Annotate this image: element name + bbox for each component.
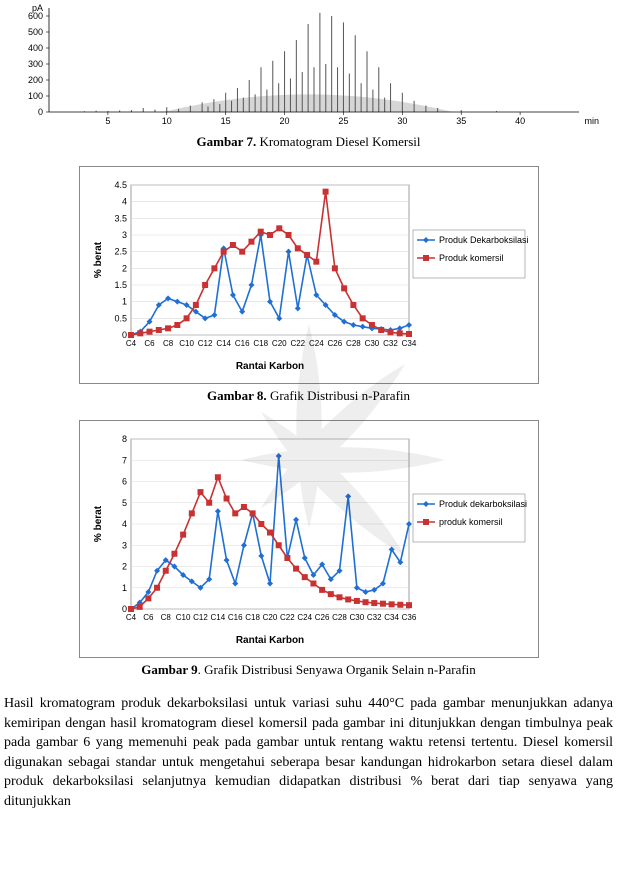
figure-8: 00.511.522.533.544.5C4C6C8C10C12C14C16C1… (0, 166, 617, 404)
figure-9: 012345678C4C6C8C10C12C14C16C18C20C22C24C… (0, 420, 617, 678)
svg-text:5: 5 (121, 498, 126, 508)
svg-text:0: 0 (37, 107, 42, 117)
svg-text:Produk komersil: Produk komersil (439, 253, 504, 263)
svg-text:C6: C6 (143, 613, 154, 622)
svg-text:C4: C4 (125, 613, 136, 622)
svg-text:300: 300 (27, 59, 42, 69)
figure-7: 0100200300400500600pA510152025303540min … (0, 0, 617, 150)
svg-text:C8: C8 (162, 339, 173, 348)
svg-text:C8: C8 (160, 613, 171, 622)
svg-text:C20: C20 (262, 613, 277, 622)
svg-text:C18: C18 (253, 339, 268, 348)
figure-9-caption: Gambar 9. Grafik Distribusi Senyawa Orga… (0, 662, 617, 678)
svg-text:40: 40 (515, 116, 525, 126)
figure-9-box: 012345678C4C6C8C10C12C14C16C18C20C22C24C… (79, 420, 539, 658)
svg-text:C24: C24 (297, 613, 312, 622)
svg-text:25: 25 (338, 116, 348, 126)
svg-text:Produk Dekarboksilasi: Produk Dekarboksilasi (439, 235, 529, 245)
svg-text:8: 8 (121, 434, 126, 444)
svg-text:min: min (584, 116, 599, 126)
body-paragraph: Hasil kromatogram produk dekarboksilasi … (0, 694, 617, 812)
svg-text:C18: C18 (245, 613, 260, 622)
svg-text:20: 20 (279, 116, 289, 126)
svg-text:4: 4 (121, 197, 126, 207)
svg-text:2.5: 2.5 (114, 247, 127, 257)
figure-9-chart: 012345678C4C6C8C10C12C14C16C18C20C22C24C… (89, 429, 529, 649)
svg-text:6: 6 (121, 477, 126, 487)
svg-text:C16: C16 (227, 613, 242, 622)
figure-7-caption-text: Kromatogram Diesel Komersil (256, 134, 420, 149)
svg-text:30: 30 (397, 116, 407, 126)
svg-text:C26: C26 (327, 339, 342, 348)
svg-text:2: 2 (121, 263, 126, 273)
svg-text:400: 400 (27, 43, 42, 53)
svg-text:C34: C34 (401, 339, 416, 348)
svg-text:3.5: 3.5 (114, 213, 127, 223)
svg-text:1: 1 (121, 297, 126, 307)
figure-9-caption-bold: Gambar 9 (141, 662, 197, 677)
svg-text:C22: C22 (280, 613, 295, 622)
svg-text:100: 100 (27, 91, 42, 101)
svg-text:1.5: 1.5 (114, 280, 127, 290)
svg-text:C30: C30 (364, 339, 379, 348)
svg-text:10: 10 (161, 116, 171, 126)
svg-text:produk komersil: produk komersil (439, 517, 503, 527)
svg-text:C36: C36 (401, 613, 416, 622)
svg-text:C12: C12 (193, 613, 208, 622)
svg-text:% berat: % berat (93, 241, 104, 278)
figure-7-caption: Gambar 7. Kromatogram Diesel Komersil (0, 134, 617, 150)
svg-text:35: 35 (456, 116, 466, 126)
figure-9-caption-text: . Grafik Distribusi Senyawa Organik Sela… (198, 662, 476, 677)
svg-text:Rantai Karbon: Rantai Karbon (235, 635, 303, 646)
svg-text:Rantai Karbon: Rantai Karbon (235, 361, 303, 372)
figure-8-caption: Gambar 8. Grafik Distribusi n-Parafin (0, 388, 617, 404)
svg-text:200: 200 (27, 75, 42, 85)
svg-text:3: 3 (121, 540, 126, 550)
figure-8-chart: 00.511.522.533.544.5C4C6C8C10C12C14C16C1… (89, 175, 529, 375)
svg-text:7: 7 (121, 455, 126, 465)
svg-text:C16: C16 (234, 339, 249, 348)
svg-text:C14: C14 (210, 613, 225, 622)
svg-text:C12: C12 (197, 339, 212, 348)
svg-text:pA: pA (31, 3, 42, 13)
svg-text:5: 5 (105, 116, 110, 126)
svg-text:4.5: 4.5 (114, 180, 127, 190)
svg-text:500: 500 (27, 27, 42, 37)
svg-text:% berat: % berat (93, 505, 104, 542)
svg-text:C28: C28 (346, 339, 361, 348)
svg-text:1: 1 (121, 583, 126, 593)
svg-text:4: 4 (121, 519, 126, 529)
figure-7-caption-bold: Gambar 7. (197, 134, 257, 149)
svg-text:C10: C10 (179, 339, 194, 348)
figure-8-caption-bold: Gambar 8. (207, 388, 267, 403)
svg-text:C34: C34 (384, 613, 399, 622)
svg-text:C22: C22 (290, 339, 305, 348)
svg-text:C32: C32 (383, 339, 398, 348)
svg-text:C6: C6 (144, 339, 155, 348)
svg-text:15: 15 (220, 116, 230, 126)
svg-text:C24: C24 (308, 339, 323, 348)
svg-text:Produk dekarboksilasi: Produk dekarboksilasi (439, 499, 527, 509)
svg-text:0.5: 0.5 (114, 313, 127, 323)
svg-text:C4: C4 (125, 339, 136, 348)
svg-text:C14: C14 (216, 339, 231, 348)
svg-text:C30: C30 (349, 613, 364, 622)
svg-text:C32: C32 (366, 613, 381, 622)
svg-text:2: 2 (121, 562, 126, 572)
svg-text:C28: C28 (332, 613, 347, 622)
chromatogram-chart: 0100200300400500600pA510152025303540min (9, 0, 609, 130)
svg-text:C26: C26 (314, 613, 329, 622)
svg-text:3: 3 (121, 230, 126, 240)
figure-8-caption-text: Grafik Distribusi n-Parafin (267, 388, 410, 403)
svg-text:C20: C20 (271, 339, 286, 348)
figure-8-box: 00.511.522.533.544.5C4C6C8C10C12C14C16C1… (79, 166, 539, 384)
svg-text:C10: C10 (175, 613, 190, 622)
